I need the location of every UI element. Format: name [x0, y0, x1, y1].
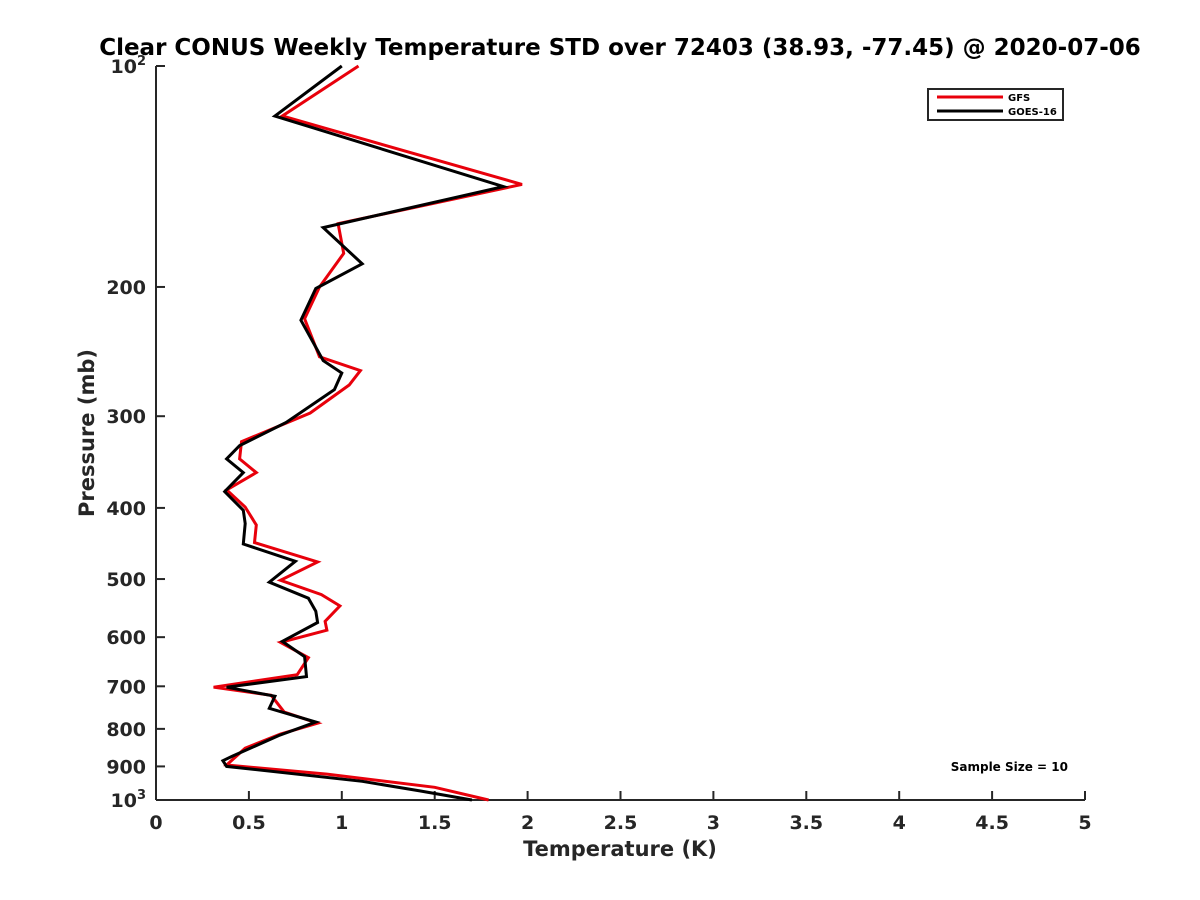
x-tick-label: 4	[893, 812, 906, 834]
y-tick-label: 600	[106, 627, 146, 649]
legend-box	[927, 88, 1064, 121]
plot-area: 0 0.5 1 1.5 2 2.5 3 3.5 4 4.5 5 102 200 300 400 500 600 7…	[106, 54, 1091, 834]
x-tick-label: 0.5	[232, 812, 266, 834]
y-axis-label: Pressure (mb)	[75, 349, 99, 517]
y-tick-label: 300	[106, 406, 146, 428]
series-line-gfs	[213, 64, 523, 802]
sample-size-annotation: Sample Size = 10	[951, 760, 1068, 774]
y-tick-label: 102	[111, 54, 147, 78]
y-tick-label: 103	[111, 788, 147, 812]
legend-label: GOES-16	[1008, 107, 1057, 118]
legend-label: GFS	[1008, 93, 1030, 104]
legend: GFS GOES-16	[927, 88, 1064, 121]
x-tick-label: 3	[707, 812, 720, 834]
series-line-goes-16	[220, 64, 510, 802]
y-tick-label: 800	[106, 719, 146, 741]
x-tick-label: 1.5	[418, 812, 452, 834]
x-axis-label: Temperature (K)	[523, 837, 717, 861]
y-tick-label: 900	[106, 756, 146, 778]
x-tick-label: 3.5	[789, 812, 823, 834]
x-tick-label: 0	[149, 812, 162, 834]
y-tick-label: 700	[106, 676, 146, 698]
x-tick-label: 4.5	[975, 812, 1009, 834]
y-tick-label: 400	[106, 498, 146, 520]
x-tick-label: 2.5	[604, 812, 638, 834]
y-tick-label: 200	[106, 277, 146, 299]
x-tick-label: 2	[521, 812, 534, 834]
y-tick-label: 500	[106, 569, 146, 591]
x-tick-label: 1	[335, 812, 348, 834]
x-tick-label: 5	[1078, 812, 1091, 834]
chart-title: Clear CONUS Weekly Temperature STD over …	[99, 35, 1141, 61]
